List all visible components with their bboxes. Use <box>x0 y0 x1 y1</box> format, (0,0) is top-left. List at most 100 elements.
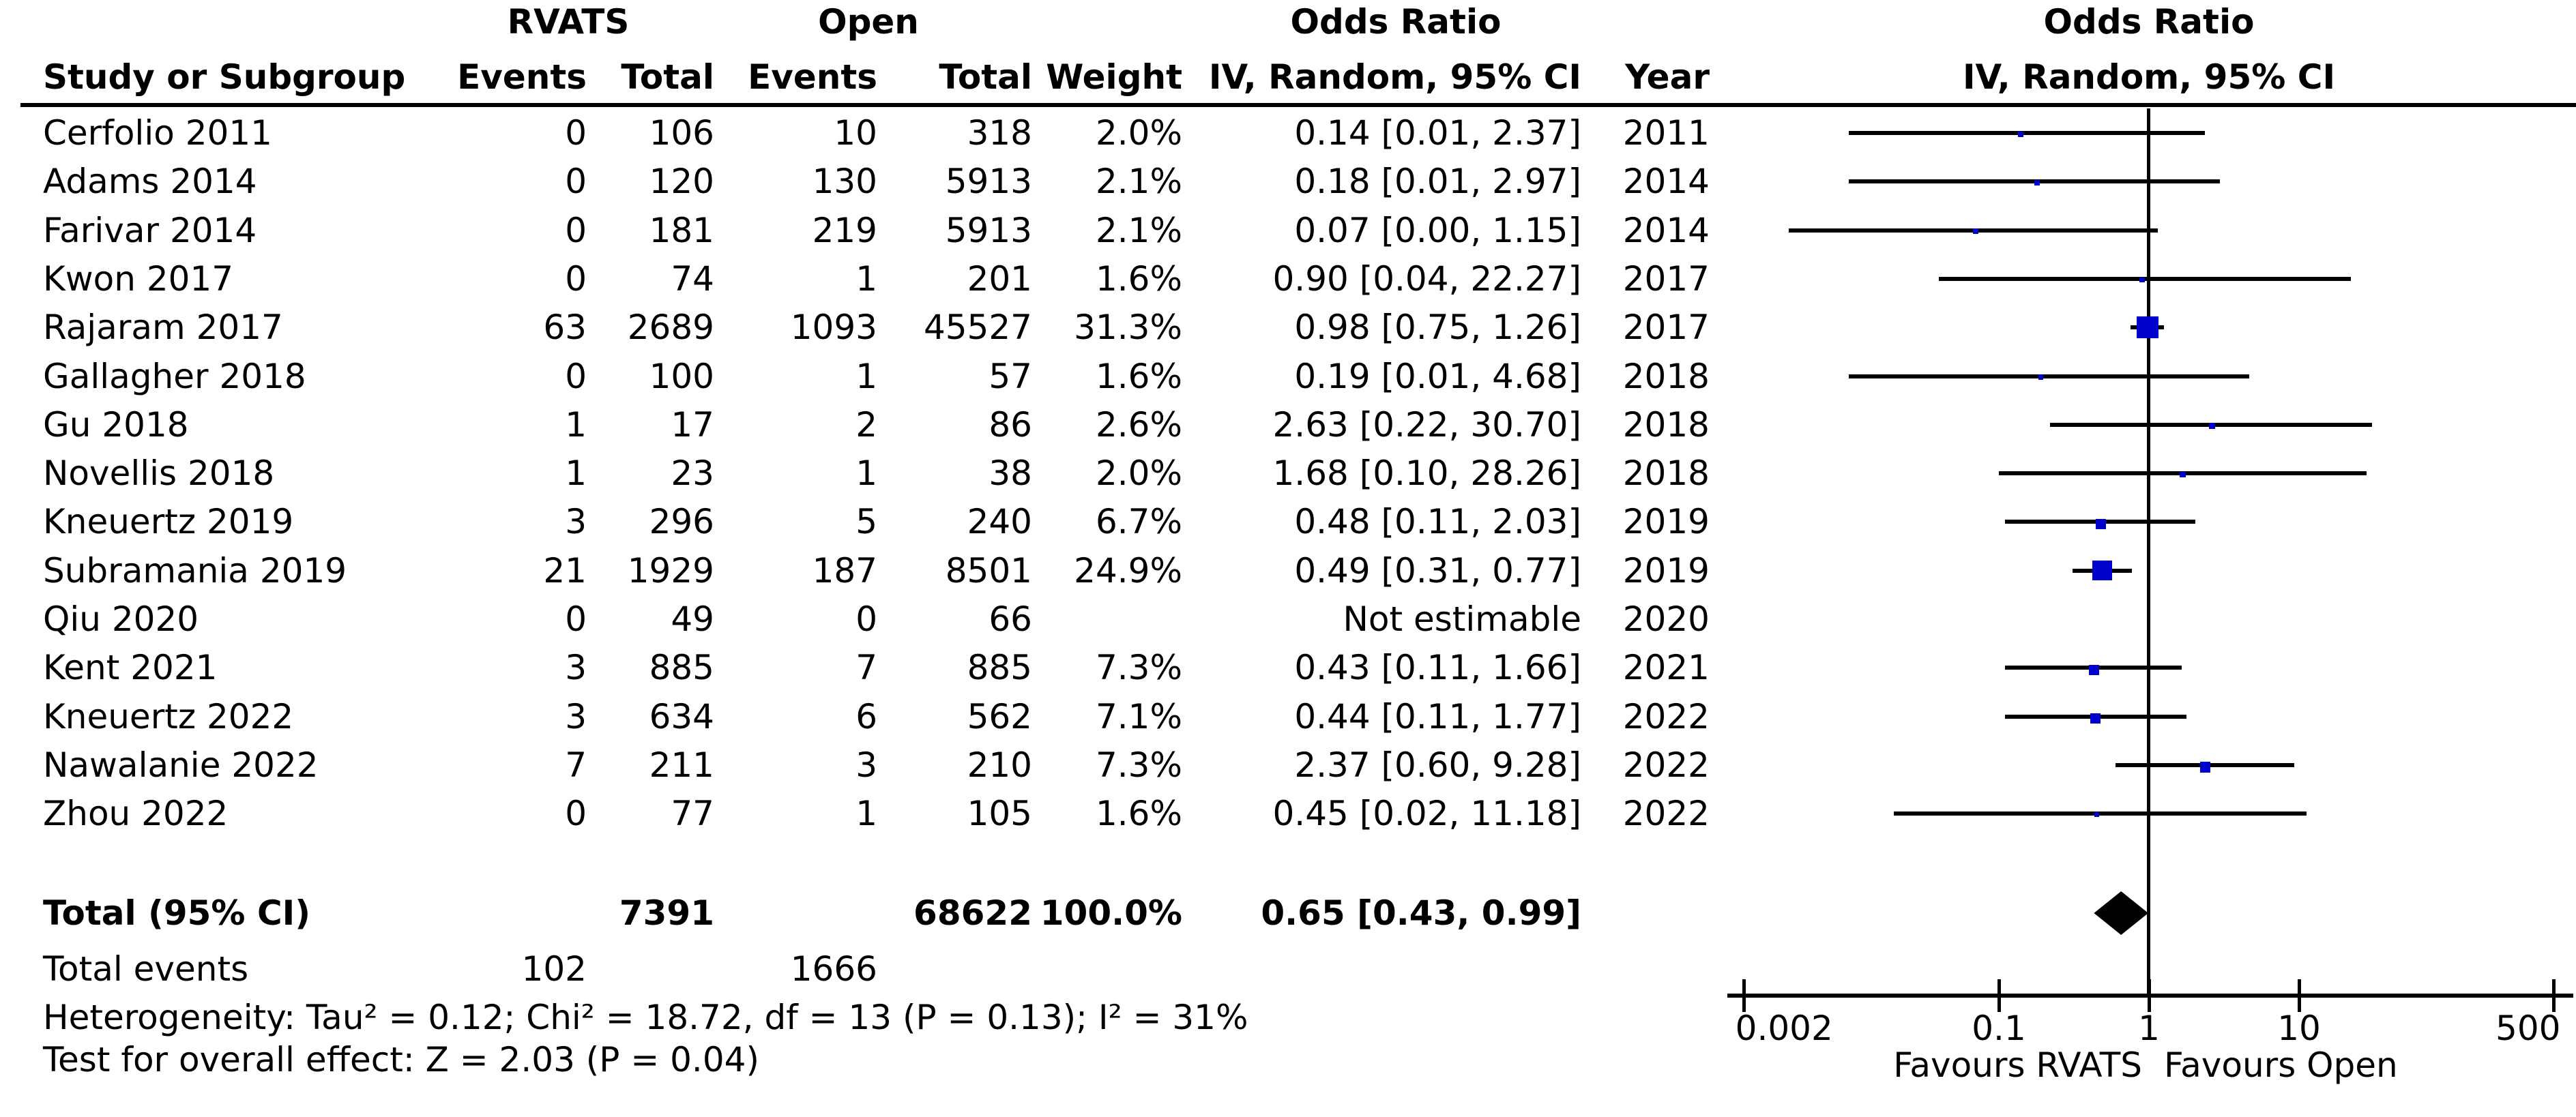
rvats-group-header: RVATS <box>507 2 630 42</box>
weight-value: 2.0% <box>1095 453 1182 494</box>
open-total: 5913 <box>945 210 1032 250</box>
weight-value: 2.6% <box>1095 404 1182 445</box>
axis-tick-label: 0.002 <box>1735 1009 1833 1048</box>
rvats-events: 3 <box>565 648 587 688</box>
study-name: Farivar 2014 <box>43 210 257 250</box>
year-value: 2014 <box>1622 162 1710 202</box>
odds-ratio-column-title: Odds Ratio <box>1290 2 1502 42</box>
open-total: 240 <box>967 502 1032 542</box>
weight-value: 7.1% <box>1095 696 1182 736</box>
year-value: 2022 <box>1622 745 1710 785</box>
or-ci-value: 0.07 [0.00, 1.15] <box>1294 210 1581 250</box>
rvats-total: 211 <box>649 745 714 785</box>
rvats-events: 0 <box>565 210 587 250</box>
null-effect-line <box>2147 108 2150 996</box>
total-weight: 100.0% <box>1040 893 1182 933</box>
rvats-events: 0 <box>565 258 587 299</box>
total-or-ci: 0.65 [0.43, 0.99] <box>1261 893 1581 933</box>
effect-marker <box>2018 131 2024 137</box>
heterogeneity-stats: Heterogeneity: Tau² = 0.12; Chi² = 18.72… <box>43 998 1248 1037</box>
or-ci-value: Not estimable <box>1343 599 1581 639</box>
open-total: 38 <box>989 453 1032 494</box>
open-total: 86 <box>989 404 1032 445</box>
favours-left-label: Favours RVATS <box>1893 1045 2142 1085</box>
open-total: 45527 <box>923 308 1032 348</box>
open-events: 1 <box>855 258 877 299</box>
open-events: 219 <box>812 210 877 250</box>
ci-line <box>1939 276 2352 281</box>
study-name: Subramania 2019 <box>43 550 347 591</box>
open-total: 105 <box>967 794 1032 834</box>
open-events: 2 <box>855 404 877 445</box>
year-value: 2021 <box>1622 648 1710 688</box>
open-events: 1 <box>855 794 877 834</box>
effect-marker <box>2208 422 2216 430</box>
year-value: 2017 <box>1622 258 1710 299</box>
ci-line <box>1849 374 2250 378</box>
open-total: 318 <box>967 113 1032 153</box>
year-value: 2018 <box>1622 356 1710 396</box>
study-name: Kneuertz 2019 <box>43 502 294 542</box>
axis-tick-label: 1 <box>2138 1009 2160 1048</box>
open-total: 201 <box>967 258 1032 299</box>
or-ci-value: 0.49 [0.31, 0.77] <box>1294 550 1581 591</box>
weight-column-header: Weight <box>1046 57 1182 97</box>
open-events: 3 <box>855 745 877 785</box>
open-total: 66 <box>989 599 1032 639</box>
rvats-total: 23 <box>671 453 714 494</box>
weight-value: 1.6% <box>1095 794 1182 834</box>
total-events-open: 1666 <box>790 949 877 989</box>
rvats-total: 1929 <box>627 550 714 591</box>
rvats-events: 0 <box>565 356 587 396</box>
open-total: 562 <box>967 696 1032 736</box>
open-events: 130 <box>812 162 877 202</box>
header-separator-line <box>20 103 2576 107</box>
weight-value: 2.1% <box>1095 210 1182 250</box>
axis-tick-label: 10 <box>2277 1009 2321 1048</box>
rvats-total: 77 <box>671 794 714 834</box>
or-ci-value: 0.98 [0.75, 1.26] <box>1294 308 1581 348</box>
or-ci-value: 2.37 [0.60, 9.28] <box>1294 745 1581 785</box>
year-value: 2022 <box>1622 696 1710 736</box>
effect-marker <box>2199 762 2211 773</box>
axis-tick <box>1997 979 2001 1012</box>
year-value: 2017 <box>1622 308 1710 348</box>
weight-value: 2.0% <box>1095 113 1182 153</box>
effect-marker <box>2038 374 2043 380</box>
or-ci-value: 0.45 [0.02, 11.18] <box>1272 794 1582 834</box>
rvats-events: 3 <box>565 696 587 736</box>
plot-subtitle: IV, Random, 95% CI <box>1962 57 2336 97</box>
axis-tick <box>2552 979 2556 1012</box>
weight-value: 1.6% <box>1095 258 1182 299</box>
open-events: 1093 <box>790 308 877 348</box>
study-column-header: Study or Subgroup <box>43 57 406 97</box>
study-name: Qiu 2020 <box>43 599 199 639</box>
effect-marker <box>2096 518 2107 529</box>
study-name: Kwon 2017 <box>43 258 234 299</box>
rvats-events: 1 <box>565 453 587 494</box>
rvats-events: 0 <box>565 162 587 202</box>
year-value: 2020 <box>1622 599 1710 639</box>
study-name: Gallagher 2018 <box>43 356 306 396</box>
or-ci-value: 0.14 [0.01, 2.37] <box>1294 113 1581 153</box>
study-name: Nawalanie 2022 <box>43 745 319 785</box>
study-name: Kent 2021 <box>43 648 218 688</box>
axis-tick-label: 0.1 <box>1972 1009 2026 1048</box>
study-name: Gu 2018 <box>43 404 189 445</box>
open-events: 7 <box>855 648 877 688</box>
year-value: 2014 <box>1622 210 1710 250</box>
axis-tick <box>1742 979 1746 1012</box>
year-value: 2018 <box>1622 404 1710 445</box>
study-name: Cerfolio 2011 <box>43 113 272 153</box>
year-value: 2011 <box>1622 113 1710 153</box>
open-group-header: Open <box>818 2 919 42</box>
total-open-n: 68622 <box>913 893 1032 933</box>
or-ci-value: 0.19 [0.01, 4.68] <box>1294 356 1581 396</box>
rvats-events: 0 <box>565 113 587 153</box>
axis-tick <box>2297 979 2301 1012</box>
rvats-total: 100 <box>649 356 714 396</box>
effect-marker <box>2139 277 2145 283</box>
weight-value: 7.3% <box>1095 648 1182 688</box>
study-name: Kneuertz 2022 <box>43 696 294 736</box>
